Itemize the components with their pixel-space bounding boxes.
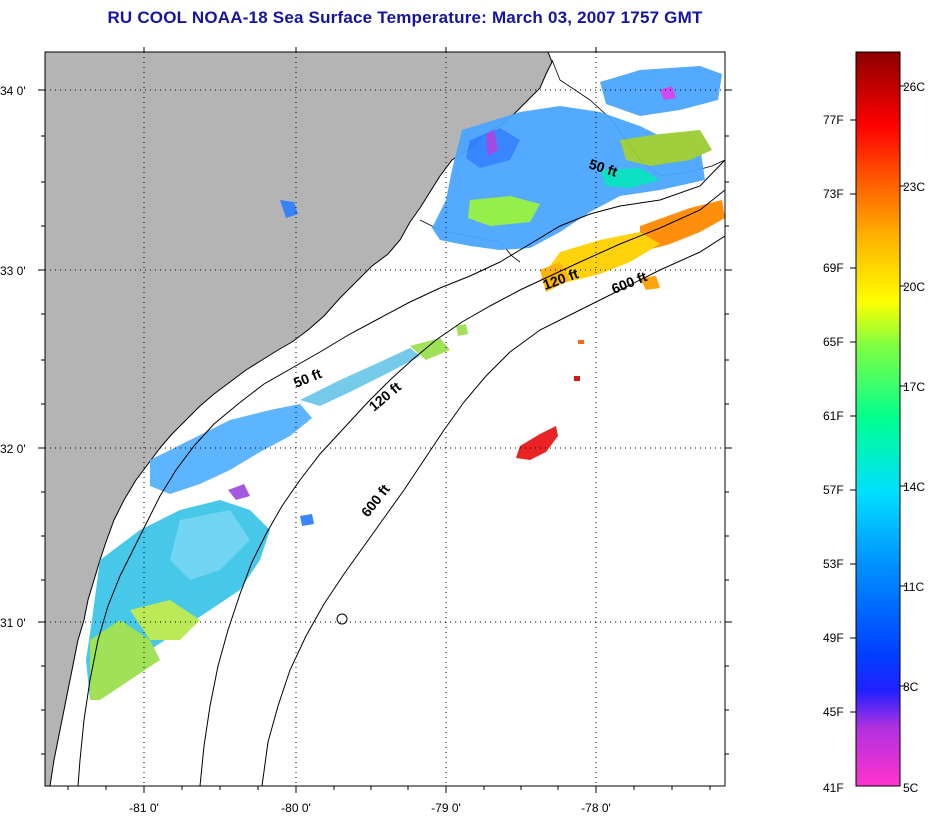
cb-f-61: 61F — [823, 409, 844, 423]
map-area: 50 ft 120 ft 600 ft 50 ft 120 ft 600 ft — [45, 52, 725, 786]
cb-c-5: 5C — [903, 781, 919, 795]
cb-f-73: 73F — [823, 187, 844, 201]
graticule — [45, 52, 725, 786]
seamount-contour — [336, 613, 348, 625]
lat-label-34: 34 0' — [0, 84, 26, 98]
lon-label-78: -78 0' — [581, 801, 611, 815]
lat-label-32: 32 0' — [0, 442, 26, 456]
cb-c-20: 20C — [903, 280, 925, 294]
lon-label-79: -79 0' — [431, 801, 461, 815]
colorbar: 77F 73F 69F 65F 61F 57F 53F 49F 45F 41F … — [823, 51, 925, 795]
isobaths — [77, 159, 725, 786]
cb-f-49: 49F — [823, 631, 844, 645]
map-frame — [44, 51, 726, 787]
latitude-labels: 34 0' 33 0' 32 0' 31 0' — [0, 84, 26, 630]
cb-c-14: 14C — [903, 480, 925, 494]
sst-data-patches — [86, 66, 725, 700]
cb-f-57: 57F — [823, 483, 844, 497]
isobath-50ft — [77, 159, 725, 786]
cb-c-8: 8C — [903, 680, 919, 694]
cb-c-26: 26C — [903, 80, 925, 94]
cb-f-65: 65F — [823, 335, 844, 349]
isobath-120ft — [199, 189, 725, 786]
longitude-labels: -81 0' -80 0' -79 0' -78 0' — [129, 801, 611, 815]
map-title: RU COOL NOAA-18 Sea Surface Temperature:… — [107, 8, 703, 27]
colorbar-ticks — [850, 85, 906, 713]
lat-label-33: 33 0' — [0, 264, 26, 278]
cb-c-11: 11C — [903, 580, 924, 594]
lat-label-31: 31 0' — [0, 616, 26, 630]
cb-c-17: 17C — [903, 380, 925, 394]
cb-f-45: 45F — [823, 705, 844, 719]
cb-f-69: 69F — [823, 261, 844, 275]
cb-f-77: 77F — [823, 113, 844, 127]
isobath-600ft — [261, 235, 725, 786]
cb-f-53: 53F — [823, 557, 844, 571]
cb-f-41: 41F — [823, 781, 844, 795]
lon-label-81: -81 0' — [129, 801, 159, 815]
colorbar-gradient — [855, 51, 901, 787]
lon-label-80: -80 0' — [281, 801, 311, 815]
tick-marks — [38, 47, 732, 793]
cb-c-23: 23C — [903, 180, 925, 194]
